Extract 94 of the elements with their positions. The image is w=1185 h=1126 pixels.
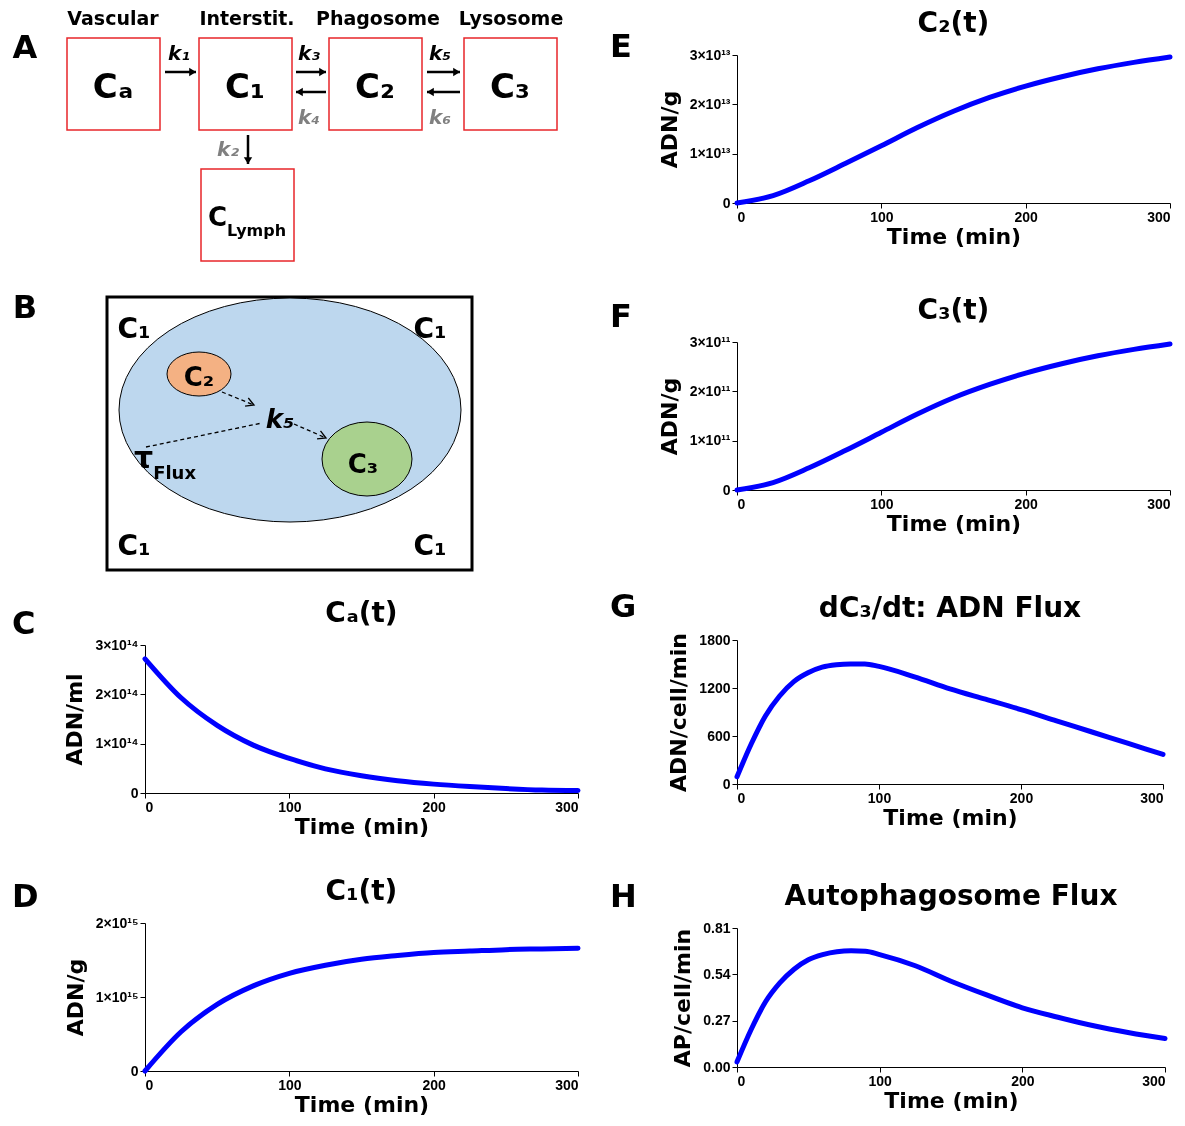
text: A bbox=[12, 28, 38, 66]
y-tick-label: 1800 bbox=[699, 631, 731, 648]
y-axis-title: ADN/cell/min bbox=[666, 633, 692, 792]
y-tick-label: 3×10¹³ bbox=[689, 46, 731, 63]
x-tick-label: 200 bbox=[422, 798, 447, 815]
text: k₃ bbox=[297, 41, 321, 65]
text: F bbox=[610, 297, 632, 335]
chart-title: dC₃/dt: ADN Flux bbox=[818, 590, 1082, 624]
x-axis-title: Time (min) bbox=[294, 813, 430, 839]
text: C₁ bbox=[225, 66, 265, 106]
y-tick-label: 2×10¹¹ bbox=[689, 382, 731, 399]
x-axis-title: Time (min) bbox=[883, 804, 1018, 830]
y-tick-label: 0.00 bbox=[703, 1058, 731, 1075]
text: C₃ bbox=[347, 449, 379, 479]
y-tick-label: 0 bbox=[722, 194, 731, 211]
y-tick-label: 2×10¹⁵ bbox=[95, 914, 139, 931]
text: H bbox=[610, 877, 637, 915]
text: C₃ bbox=[490, 66, 530, 106]
x-axis-title: Time (min) bbox=[884, 1087, 1019, 1113]
text: k₁ bbox=[167, 41, 191, 65]
text: C₁ bbox=[117, 312, 151, 345]
text: C₁ bbox=[413, 312, 447, 345]
x-tick-label: 300 bbox=[555, 798, 579, 815]
x-tick-label: 100 bbox=[867, 789, 892, 806]
y-tick-label: 1×10¹⁴ bbox=[95, 735, 139, 752]
x-tick-label: 100 bbox=[278, 798, 302, 815]
y-tick-label: 2×10¹³ bbox=[689, 95, 731, 112]
y-tick-label: 1×10¹³ bbox=[689, 145, 731, 162]
text: k₆ bbox=[428, 105, 452, 129]
x-tick-label: 100 bbox=[870, 208, 894, 225]
text: k₄ bbox=[297, 105, 321, 129]
x-axis-title: Time (min) bbox=[886, 223, 1022, 249]
text: Interstit. bbox=[199, 7, 295, 29]
x-tick-label: 200 bbox=[1014, 208, 1039, 225]
y-tick-label: 0 bbox=[722, 775, 731, 792]
text: Cₐ bbox=[92, 66, 134, 106]
y-tick-label: 3×10¹⁴ bbox=[95, 636, 139, 653]
x-tick-label: 200 bbox=[1011, 1072, 1035, 1089]
y-tick-label: 600 bbox=[707, 727, 731, 744]
x-tick-label: 0 bbox=[145, 1076, 154, 1093]
text: D bbox=[12, 877, 39, 915]
text: C bbox=[12, 604, 36, 642]
x-tick-label: 200 bbox=[422, 1076, 447, 1093]
text: E bbox=[610, 27, 632, 65]
x-tick-label: 100 bbox=[868, 1072, 893, 1089]
x-tick-label: 200 bbox=[1009, 789, 1034, 806]
y-axis-title: ADN/g bbox=[656, 377, 682, 456]
x-tick-label: 100 bbox=[278, 1076, 302, 1093]
y-tick-label: 0.81 bbox=[703, 919, 731, 936]
text: C₂ bbox=[355, 66, 395, 106]
chart-title: C₃(t) bbox=[917, 293, 990, 326]
x-tick-label: 0 bbox=[737, 495, 746, 512]
y-tick-label: 2×10¹⁴ bbox=[95, 685, 139, 702]
text: B bbox=[12, 288, 38, 326]
text: k₅ bbox=[265, 404, 295, 434]
x-tick-label: 300 bbox=[1142, 1072, 1166, 1089]
x-tick-label: 0 bbox=[737, 1072, 746, 1089]
x-tick-label: 100 bbox=[870, 495, 894, 512]
text: k₂ bbox=[216, 137, 240, 161]
x-tick-label: 300 bbox=[1140, 789, 1164, 806]
x-tick-label: 300 bbox=[1147, 208, 1171, 225]
chart-title: C₂(t) bbox=[917, 6, 990, 39]
chart-title: C₁(t) bbox=[325, 874, 398, 907]
text: C₁ bbox=[117, 529, 151, 562]
x-axis-title: Time (min) bbox=[294, 1091, 430, 1117]
x-tick-label: 0 bbox=[145, 798, 154, 815]
x-tick-label: 200 bbox=[1014, 495, 1039, 512]
y-axis-title: ADN/g bbox=[62, 958, 88, 1037]
y-tick-label: 1×10¹⁵ bbox=[95, 988, 139, 1005]
y-tick-label: 0.27 bbox=[703, 1012, 731, 1029]
y-tick-label: 0 bbox=[722, 481, 731, 498]
y-tick-label: 1×10¹¹ bbox=[689, 432, 731, 449]
chart-title: Cₐ(t) bbox=[325, 596, 398, 629]
text: Phagosome bbox=[316, 7, 440, 29]
y-axis-title: ADN/ml bbox=[62, 673, 88, 766]
text: Vascular bbox=[67, 7, 160, 29]
text: C₁ bbox=[413, 529, 447, 562]
y-axis-title: AP/cell/min bbox=[670, 928, 696, 1068]
text: C₂ bbox=[183, 362, 215, 392]
text: Lysosome bbox=[458, 7, 564, 29]
text: G bbox=[610, 587, 637, 625]
x-tick-label: 0 bbox=[737, 208, 746, 225]
text: C$_{Lymph}$ bbox=[207, 202, 287, 240]
x-tick-label: 300 bbox=[1147, 495, 1171, 512]
x-tick-label: 0 bbox=[737, 789, 746, 806]
x-axis-title: Time (min) bbox=[886, 510, 1022, 536]
y-tick-label: 3×10¹¹ bbox=[689, 333, 731, 350]
x-tick-label: 300 bbox=[555, 1076, 579, 1093]
y-tick-label: 0.54 bbox=[703, 965, 731, 982]
y-axis-title: ADN/g bbox=[656, 90, 682, 169]
text: k₅ bbox=[428, 41, 452, 65]
y-tick-label: 1200 bbox=[699, 679, 731, 696]
chart-title: Autophagosome Flux bbox=[784, 879, 1118, 912]
text: τ$_{Flux}$ bbox=[134, 440, 197, 483]
